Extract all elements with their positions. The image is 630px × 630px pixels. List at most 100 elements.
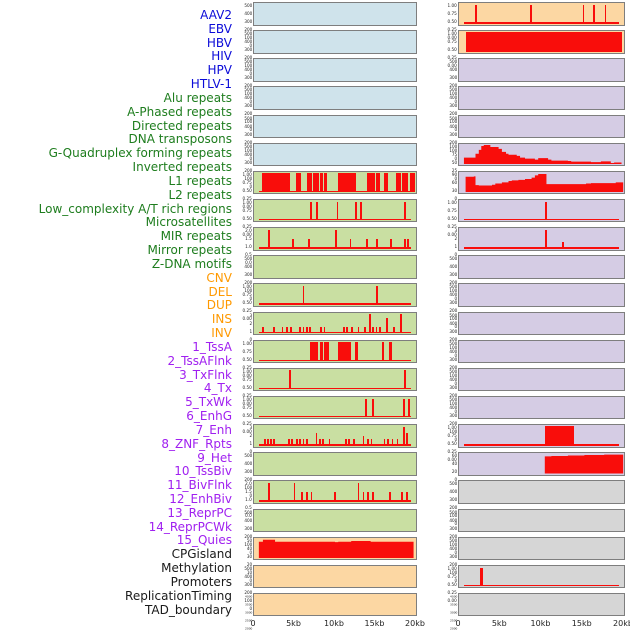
track-left-ebv: 500 400 300 200 100 0 (244, 30, 417, 76)
data-block (402, 172, 408, 193)
row-label-13-reprpc: 13_ReprPC (167, 505, 232, 520)
y-axis-ticks: 500 400 300 200 100 0 (244, 256, 252, 302)
track-right-ins: 1.00 0.75 0.50 0.25 0.00 (448, 2, 625, 40)
row-label-3-txflnk: 3_TxFlnk (179, 367, 232, 382)
row-label-microsatellites: Microsatellites (145, 215, 232, 230)
row-label-hiv: HIV (211, 49, 232, 64)
data-bar (293, 482, 296, 502)
y-axis-ticks: 500 400 300 200 100 0 (244, 87, 252, 133)
data-bar (364, 326, 366, 334)
data-bar (378, 326, 381, 334)
y-axis-ticks: 500 400 300 200 100 0 (244, 453, 252, 499)
x-tick-left-15kb: 15kb (364, 619, 385, 628)
data-bar (305, 439, 308, 446)
row-label-dna-transposons: DNA transposons (128, 132, 233, 147)
data-bar (475, 4, 477, 24)
data-bar (346, 326, 349, 334)
data-bar (386, 439, 389, 446)
track-left-l1-repeats: 1.00 0.75 0.50 0.25 0.00 (243, 339, 417, 377)
data-block (389, 341, 392, 362)
row-label-mir-repeats: MIR repeats (160, 229, 232, 244)
data-bar (288, 439, 290, 446)
data-block (338, 172, 357, 193)
data-block (355, 341, 358, 362)
data-bar (343, 326, 345, 334)
data-bar (372, 398, 375, 418)
x-tick-right-5kb: 5kb (491, 619, 507, 628)
y-axis-ticks: 500 400 300 200 100 0 (449, 115, 457, 161)
data-bar (302, 326, 305, 334)
row-label-cpgisland: CPGisland (171, 547, 232, 562)
track-right-cpgisland: 500 400 300 200 100 0 (449, 480, 625, 526)
track-right-11-bivflnk: 500 400 300 200 100 0 (449, 339, 625, 385)
data-bar (288, 370, 291, 390)
y-axis-ticks: 1.00 0.75 0.50 0.25 0.00 (242, 397, 252, 435)
data-baseline (463, 444, 620, 446)
data-bar (391, 439, 394, 446)
track-right-3-txflnk: 500 400 300 200 100 0 (449, 114, 625, 160)
x-tick-left-0: 0 (250, 619, 256, 628)
data-bar (376, 285, 379, 305)
row-label-l2-repeats: L2 repeats (168, 187, 233, 202)
data-block (409, 172, 416, 193)
data-bar (347, 439, 350, 446)
track-left-cnv: 50 40 30 20 10 0 (247, 536, 417, 582)
x-tick-right-20kb: 20kb (613, 619, 630, 628)
data-bar (401, 492, 404, 502)
data-bar (263, 439, 266, 446)
track-right-promoters: 500 400 300 200 100 0 (449, 536, 625, 582)
data-bar (273, 326, 276, 334)
data-bar (292, 239, 294, 249)
row-label-8-znf-rpts: 8_ZNF_Rpts (161, 436, 232, 451)
data-bar (320, 326, 323, 334)
track-left-a-phased-repeats: 1.00 0.75 0.50 0.25 0.00 (243, 198, 417, 237)
y-axis-ticks: 500 400 300 200 100 0 (244, 566, 252, 611)
data-bar (267, 482, 270, 502)
row-label-ebv: EBV (208, 21, 232, 36)
row-label-tad-boundary: TAD_boundary (144, 602, 232, 617)
data-bar (302, 285, 305, 305)
y-axis-ticks: 500 400 300 200 100 0 (449, 538, 457, 583)
track-left-del: 500 400 300 200 100 0 (244, 564, 417, 611)
data-bar (389, 492, 392, 502)
y-axis-ticks: 500 400 300 200 100 0 (449, 312, 457, 358)
data-bar (305, 492, 308, 502)
data-bar (383, 439, 386, 446)
row-label-inv: INV (211, 326, 232, 341)
y-axis-ticks: 60 40 20 0 (451, 453, 457, 483)
x-tick-right-0: 0 (455, 619, 461, 628)
track-left-hpv: 500 400 300 200 100 0 (244, 114, 417, 160)
data-baseline (258, 303, 412, 305)
track-right-inv: 1.00 0.75 0.50 0.25 0.00 (448, 30, 625, 68)
data-block (376, 172, 381, 193)
data-bar (367, 439, 370, 446)
data-bar (530, 4, 532, 24)
y-axis-ticks: 1.00 0.75 0.50 0.25 0.00 (242, 172, 252, 209)
data-bar (604, 4, 607, 24)
track-right-14-reprpcwk: 1.00 0.75 0.50 0.25 0.00 (448, 424, 625, 462)
data-bar (403, 370, 406, 390)
row-label-del: DEL (208, 284, 232, 299)
x-tick-right-10kb: 10kb (530, 619, 551, 628)
track-right-1-tssa: 500 400 300 200 100 0 (449, 58, 625, 104)
data-bar (290, 326, 293, 334)
data-bar (407, 239, 409, 249)
row-label-hpv: HPV (207, 63, 232, 78)
track-left-alu-repeats: 1.00 0.75 0.50 0.25 0.00 (243, 170, 417, 209)
row-label-mirror-repeats: Mirror repeats (147, 243, 232, 258)
data-bar (296, 439, 298, 446)
data-bar (300, 492, 303, 502)
row-label-14-reprpcwk: 14_ReprPCWk (148, 519, 232, 534)
data-bar (335, 229, 337, 249)
data-bar (355, 201, 358, 221)
data-bar (351, 326, 353, 334)
data-bar (305, 326, 308, 334)
data-bar (308, 239, 311, 249)
data-block (338, 341, 352, 362)
track-left-z-dna-motifs: 500 400 300 200 100 0 (244, 508, 417, 554)
data-area (544, 454, 624, 474)
data-bar (372, 326, 375, 334)
